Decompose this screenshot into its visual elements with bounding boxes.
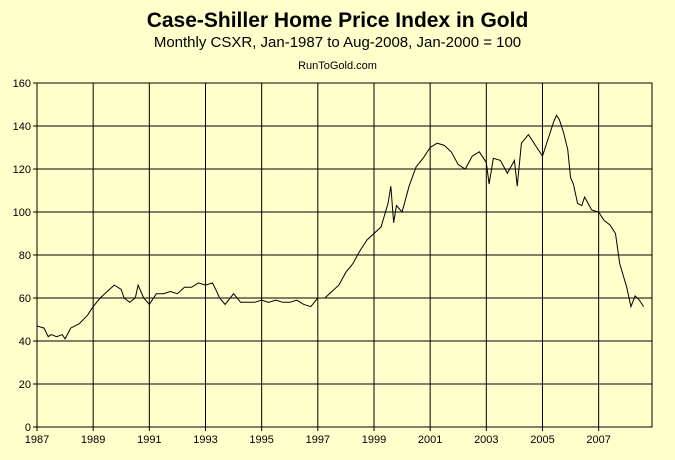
y-tick-label: 60 [19, 293, 31, 305]
y-tick-label: 40 [19, 336, 31, 348]
y-tick-label: 100 [13, 207, 31, 219]
y-tick-label: 0 [25, 422, 31, 434]
chart-source: RunToGold.com [298, 60, 377, 72]
x-tick-label: 1999 [362, 434, 386, 446]
x-tick-label: 1995 [249, 434, 273, 446]
x-tick-label: 1987 [25, 434, 49, 446]
x-tick-label: 2005 [530, 434, 554, 446]
x-tick-label: 1989 [81, 434, 105, 446]
y-tick-label: 140 [13, 121, 31, 133]
tick-labels: 0 20 40 60 80 100 120 140 160 1987 1989 1991 1993 199… [13, 78, 611, 446]
axis-ticks [33, 82, 600, 431]
y-tick-label: 160 [13, 78, 31, 90]
y-tick-label: 80 [19, 250, 31, 262]
y-tick-label: 20 [19, 379, 31, 391]
chart-title: Case-Shiller Home Price Index in Gold [146, 9, 529, 32]
x-tick-label: 2003 [474, 434, 498, 446]
x-tick-label: 2001 [418, 434, 442, 446]
x-tick-label: 1991 [137, 434, 161, 446]
x-tick-label: 1993 [193, 434, 217, 446]
grid [37, 83, 652, 427]
x-tick-label: 1997 [306, 434, 330, 446]
x-tick-label: 2007 [586, 434, 610, 446]
chart-subtitle: Monthly CSXR, Jan-1987 to Aug-2008, Jan-… [153, 34, 522, 51]
series-line [36, 114, 644, 340]
y-tick-label: 120 [13, 164, 31, 176]
